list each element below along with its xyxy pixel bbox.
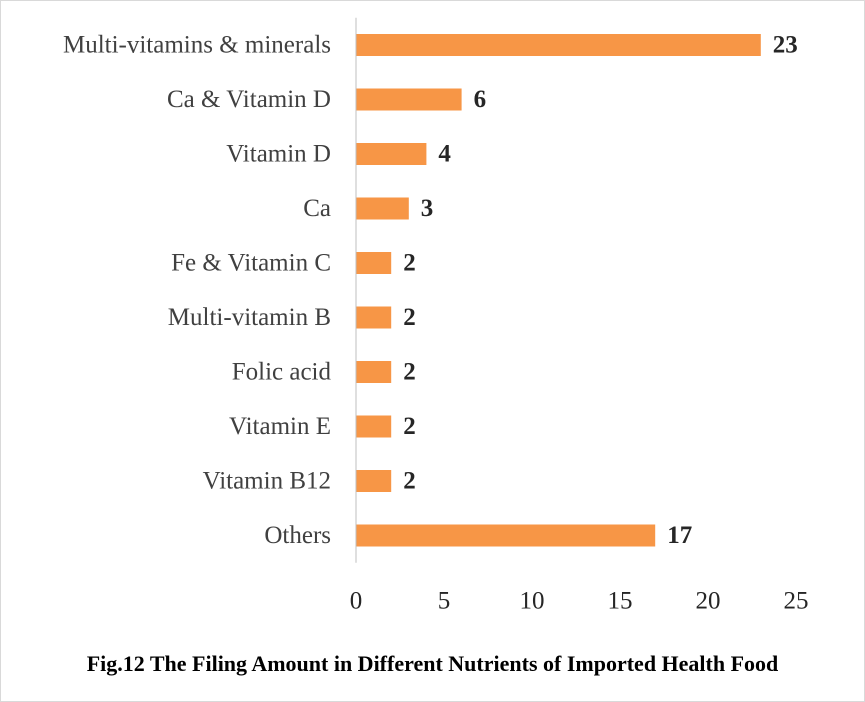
bar	[356, 252, 392, 274]
data-label: 2	[403, 250, 416, 277]
category-label: Vitamin B12	[203, 468, 331, 495]
bars-layer	[356, 34, 761, 547]
category-label: Multi-vitamins & minerals	[63, 32, 331, 59]
data-label: 23	[773, 32, 798, 59]
category-label: Others	[264, 522, 331, 549]
bar	[356, 415, 392, 438]
bar	[356, 197, 409, 220]
x-tick-label: 20	[696, 587, 721, 614]
bar	[356, 524, 656, 547]
category-label: Vitamin D	[226, 141, 331, 168]
x-tick-label: 15	[608, 587, 633, 614]
bar	[356, 470, 392, 492]
bar	[356, 34, 761, 56]
data-label: 2	[403, 359, 416, 386]
data-label: 17	[667, 522, 692, 549]
data-label: 3	[421, 195, 434, 222]
data-label: 2	[403, 468, 416, 495]
category-label: Fe & Vitamin C	[171, 250, 331, 277]
data-label: 4	[438, 141, 451, 168]
data-label: 6	[474, 86, 487, 113]
category-label: Multi-vitamin B	[168, 304, 331, 331]
category-label: Ca	[303, 195, 331, 222]
category-label: Vitamin E	[229, 413, 331, 440]
bar	[356, 361, 392, 383]
x-axis-ticks: 0 5 10 15 20 25	[350, 587, 809, 614]
data-label: 2	[403, 413, 416, 440]
x-tick-label: 25	[784, 587, 809, 614]
x-tick-label: 5	[438, 587, 451, 614]
bar	[356, 143, 427, 165]
bar	[356, 306, 392, 329]
category-label: Folic acid	[232, 359, 332, 386]
bar	[356, 88, 462, 111]
category-label: Ca & Vitamin D	[167, 86, 331, 113]
x-tick-label: 0	[350, 587, 363, 614]
x-tick-label: 10	[520, 587, 545, 614]
data-label: 2	[403, 304, 416, 331]
figure-caption: Fig.12 The Filing Amount in Different Nu…	[86, 651, 779, 676]
